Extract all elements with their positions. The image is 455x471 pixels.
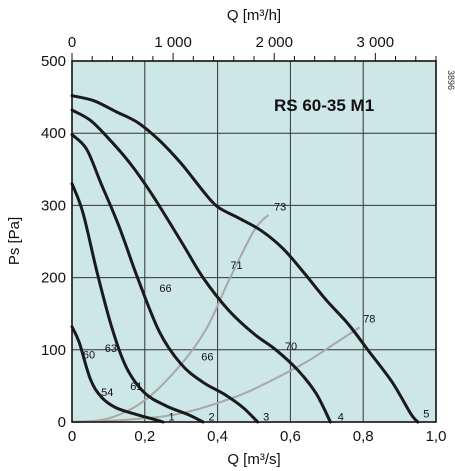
curve-label-10: 1 bbox=[168, 412, 174, 424]
curve-label-5: 66 bbox=[201, 352, 213, 364]
plot-frame bbox=[71, 60, 437, 423]
curve-label-12: 3 bbox=[263, 412, 269, 424]
curve-label-4: 66 bbox=[159, 283, 171, 295]
curve-label-0: 60 bbox=[83, 349, 95, 361]
x-tick-labels: 0 0,2 0,4 0,6 0,8 1,0 bbox=[68, 428, 447, 445]
efficiency-line-1 bbox=[71, 214, 270, 423]
x2-tick-label-1: 1 000 bbox=[154, 34, 192, 51]
x-axis-title: Q [m³/s] bbox=[227, 451, 280, 468]
curve-label-13: 4 bbox=[338, 412, 344, 424]
fan-curve-1 bbox=[70, 325, 165, 424]
grid-lines bbox=[71, 60, 437, 423]
curve-label-6: 71 bbox=[230, 260, 242, 272]
efficiency-lines bbox=[71, 214, 361, 423]
curve-label-7: 70 bbox=[285, 341, 297, 353]
efficiency-line-2 bbox=[71, 326, 361, 423]
fan-curve-2 bbox=[70, 182, 205, 424]
fan-curve-3 bbox=[70, 133, 260, 424]
x-tick-label-5: 1,0 bbox=[426, 428, 447, 445]
curve-label-9: 78 bbox=[363, 313, 375, 325]
y-tick-label-5: 500 bbox=[41, 53, 66, 70]
fan-curves bbox=[70, 94, 420, 424]
x2-axis-title: Q [m³/h] bbox=[227, 7, 281, 24]
chart-title: RS 60-35 M1 bbox=[274, 96, 374, 115]
x-tick-label-3: 0,6 bbox=[280, 428, 301, 445]
y-tick-label-3: 300 bbox=[41, 197, 66, 214]
x-tick-label-0: 0 bbox=[68, 428, 76, 445]
side-code: 3896 bbox=[446, 70, 455, 90]
y-tick-label-1: 100 bbox=[41, 342, 66, 359]
y-tick-label-4: 400 bbox=[41, 125, 66, 142]
fan-curve-4 bbox=[70, 108, 332, 424]
x2-tick-label-3: 3 000 bbox=[357, 34, 395, 51]
top-axis-ticks bbox=[71, 53, 437, 61]
x-tick-label-1: 0,2 bbox=[134, 428, 155, 445]
curve-label-2: 63 bbox=[105, 343, 117, 355]
y-tick-labels: 0 100 200 300 400 500 bbox=[41, 53, 66, 431]
y-tick-label-0: 0 bbox=[58, 414, 66, 431]
curve-label-1: 54 bbox=[101, 387, 113, 399]
curve-label-14: 5 bbox=[423, 409, 429, 421]
fan-curve-5 bbox=[70, 94, 420, 424]
y-tick-label-2: 200 bbox=[41, 270, 66, 287]
curve-label-11: 2 bbox=[209, 412, 215, 424]
curve-label-8: 73 bbox=[274, 201, 286, 213]
curve-labels: 60 54 63 61 66 66 71 70 73 78 1 2 3 4 5 bbox=[83, 201, 429, 423]
x2-tick-label-2: 2 000 bbox=[255, 34, 293, 51]
x-tick-label-4: 0,8 bbox=[353, 428, 374, 445]
x-tick-label-2: 0,4 bbox=[207, 428, 228, 445]
y-axis-title: Ps [Pa] bbox=[6, 217, 23, 265]
x2-tick-label-0: 0 bbox=[68, 34, 76, 51]
x2-tick-labels: 0 1 000 2 000 3 000 bbox=[68, 34, 394, 51]
curve-label-3: 61 bbox=[130, 381, 142, 393]
